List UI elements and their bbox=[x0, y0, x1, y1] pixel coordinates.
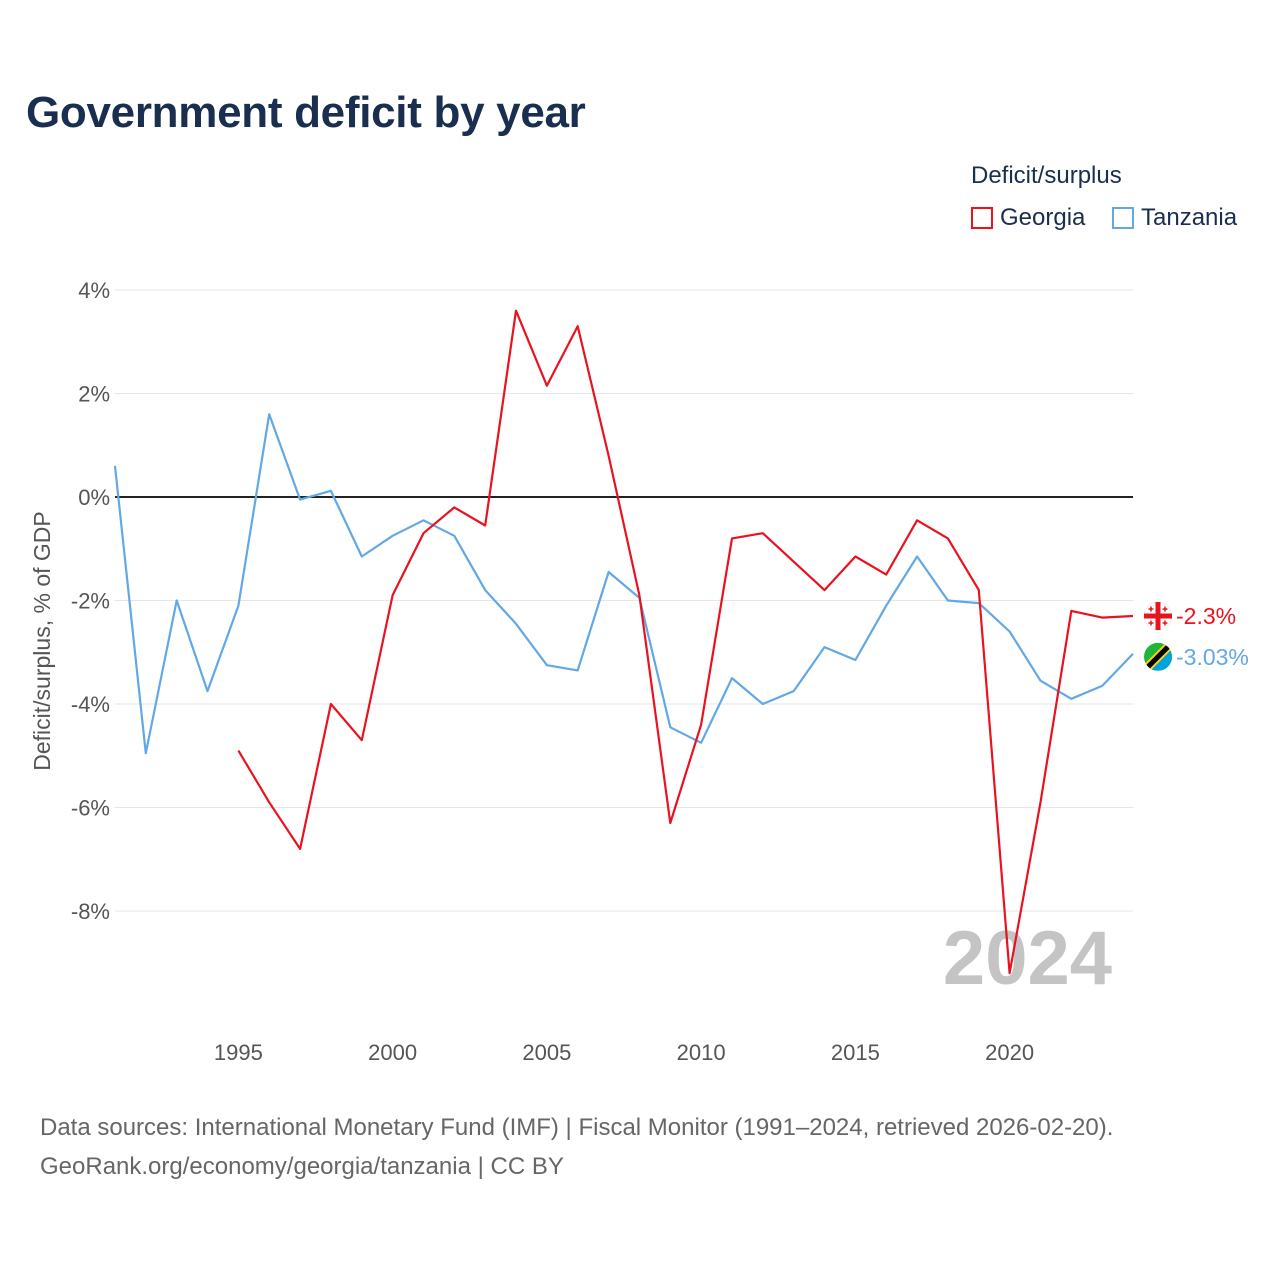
source-line: Data sources: International Monetary Fun… bbox=[40, 1114, 1114, 1141]
end-labels: -2.3% -3.03% bbox=[1143, 601, 1249, 671]
y-axis-title: Deficit/surplus, % of GDP bbox=[29, 511, 55, 770]
year-watermark: 2024 bbox=[943, 916, 1112, 1001]
tanzania-flag-icon bbox=[1144, 642, 1172, 671]
x-axis-ticks: 1995 2000 2005 2010 2015 2020 bbox=[214, 1040, 1034, 1065]
y-tick-label: -8% bbox=[71, 899, 110, 924]
georgia-flag-icon bbox=[1143, 601, 1173, 631]
y-tick-label: -2% bbox=[71, 589, 110, 614]
x-tick-label: 2015 bbox=[831, 1040, 880, 1065]
legend-label-georgia: Georgia bbox=[1000, 204, 1086, 231]
end-label-georgia: -2.3% bbox=[1176, 603, 1236, 629]
series-line-tanzania[interactable] bbox=[113, 413, 1134, 755]
y-tick-label: 4% bbox=[78, 278, 110, 303]
y-axis-ticks: 4% 2% 0% -2% -4% -6% -8% bbox=[71, 278, 110, 924]
x-tick-label: 2000 bbox=[368, 1040, 417, 1065]
x-tick-label: 1995 bbox=[214, 1040, 263, 1065]
series-lines bbox=[113, 309, 1134, 975]
y-tick-label: -6% bbox=[71, 796, 110, 821]
credit-line[interactable]: GeoRank.org/economy/georgia/tanzania | C… bbox=[40, 1153, 564, 1180]
y-tick-label: 0% bbox=[78, 485, 110, 510]
line-chart: 4% 2% 0% -2% -4% -6% -8% 1995 2000 2005 2010 2015 2… bbox=[29, 278, 1249, 1065]
x-tick-label: 2020 bbox=[985, 1040, 1034, 1065]
legend-title: Deficit/surplus bbox=[971, 162, 1122, 189]
y-tick-label: -4% bbox=[71, 692, 110, 717]
legend-label-tanzania: Tanzania bbox=[1141, 204, 1238, 231]
source-note: Data sources: International Monetary Fun… bbox=[40, 1108, 1113, 1186]
legend-item-georgia[interactable]: Georgia bbox=[971, 204, 1085, 232]
chart-title: Government deficit by year bbox=[26, 88, 586, 137]
legend-item-tanzania[interactable]: Tanzania bbox=[1112, 204, 1237, 232]
legend-swatch-georgia bbox=[971, 207, 993, 229]
y-tick-label: 2% bbox=[78, 382, 110, 407]
legend-swatch-tanzania bbox=[1112, 207, 1134, 229]
gridlines bbox=[115, 289, 1133, 912]
x-tick-label: 2005 bbox=[522, 1040, 571, 1065]
x-tick-label: 2010 bbox=[677, 1040, 726, 1065]
series-line-georgia[interactable] bbox=[237, 309, 1134, 975]
end-label-tanzania: -3.03% bbox=[1176, 644, 1249, 670]
